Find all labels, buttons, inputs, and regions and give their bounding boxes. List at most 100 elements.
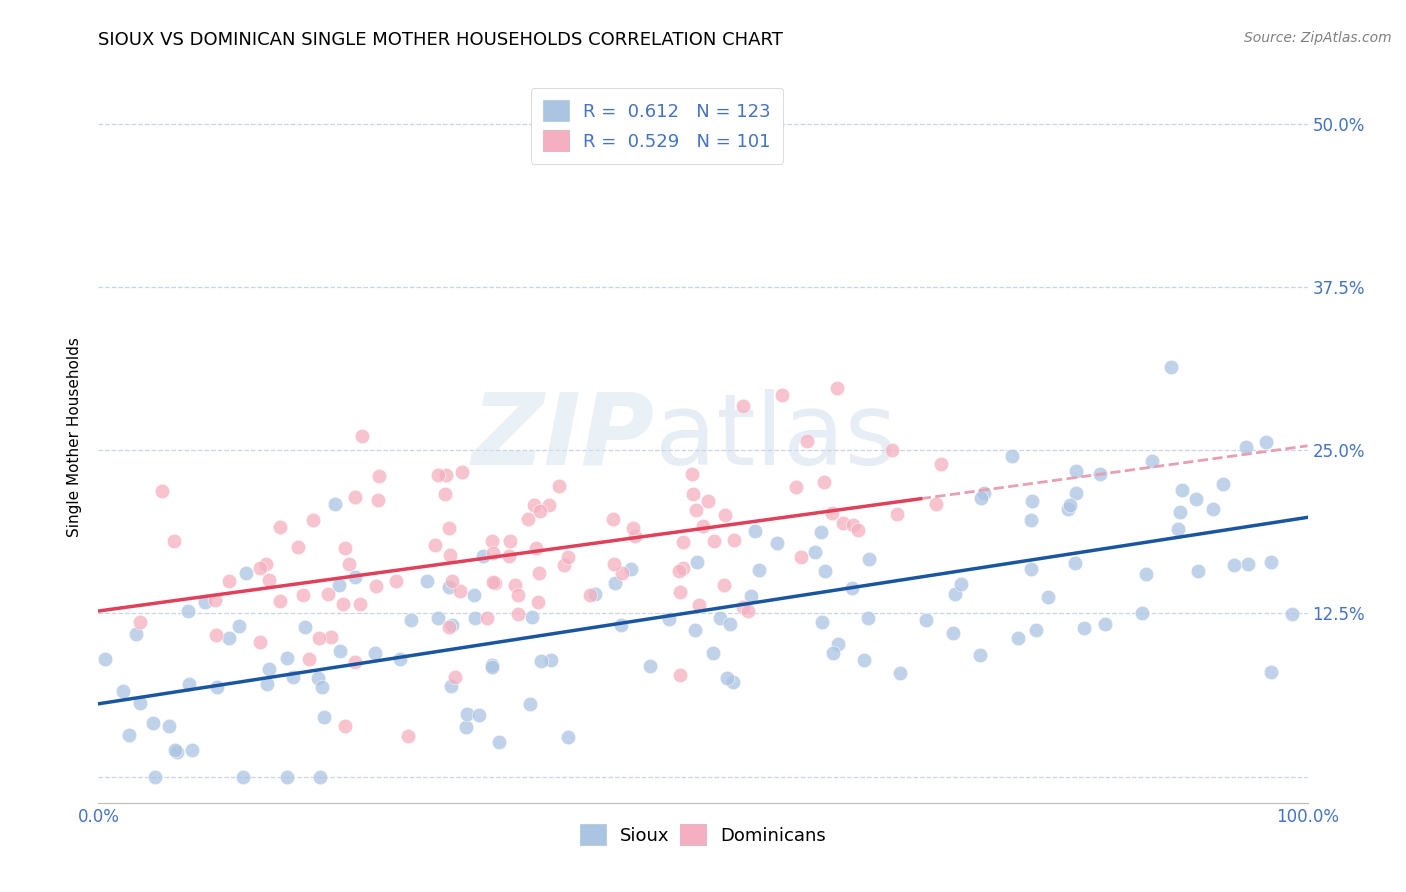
- Point: [766, 536, 789, 550]
- Point: [388, 651, 411, 665]
- Point: [1281, 607, 1303, 622]
- Point: [723, 533, 745, 548]
- Point: [672, 560, 695, 574]
- Point: [364, 646, 387, 660]
- Point: [325, 497, 347, 511]
- Point: [481, 658, 503, 673]
- Point: [703, 533, 725, 548]
- Point: [914, 613, 936, 627]
- Point: [668, 564, 690, 578]
- Point: [456, 707, 478, 722]
- Point: [333, 719, 356, 733]
- Point: [249, 634, 271, 648]
- Point: [165, 743, 187, 757]
- Point: [721, 675, 744, 690]
- Point: [433, 487, 456, 501]
- Point: [337, 557, 360, 571]
- Point: [1140, 453, 1163, 467]
- Point: [692, 518, 714, 533]
- Point: [1025, 623, 1047, 637]
- Text: SIOUX VS DOMINICAN SINGLE MOTHER HOUSEHOLDS CORRELATION CHART: SIOUX VS DOMINICAN SINGLE MOTHER HOUSEHO…: [98, 31, 783, 49]
- Point: [298, 652, 321, 666]
- Point: [194, 595, 217, 609]
- Point: [415, 574, 437, 588]
- Point: [696, 493, 718, 508]
- Point: [1160, 359, 1182, 374]
- Point: [343, 490, 366, 504]
- Point: [1212, 477, 1234, 491]
- Point: [821, 506, 844, 520]
- Point: [308, 631, 330, 645]
- Point: [291, 588, 314, 602]
- Point: [287, 540, 309, 554]
- Point: [276, 651, 298, 665]
- Point: [463, 588, 485, 602]
- Point: [142, 716, 165, 731]
- Point: [427, 467, 450, 482]
- Point: [557, 549, 579, 564]
- Point: [685, 503, 707, 517]
- Point: [307, 671, 329, 685]
- Y-axis label: Single Mother Households: Single Mother Households: [66, 337, 82, 537]
- Point: [364, 579, 387, 593]
- Point: [1185, 492, 1208, 507]
- Point: [810, 525, 832, 540]
- Point: [350, 428, 373, 442]
- Point: [1170, 505, 1192, 519]
- Point: [519, 697, 541, 711]
- Point: [157, 719, 180, 733]
- Point: [1019, 513, 1042, 527]
- Point: [302, 513, 325, 527]
- Point: [605, 576, 627, 591]
- Point: [1223, 558, 1246, 573]
- Point: [349, 597, 371, 611]
- Point: [785, 480, 807, 494]
- Point: [269, 520, 291, 534]
- Point: [218, 631, 240, 645]
- Point: [1094, 616, 1116, 631]
- Text: Source: ZipAtlas.com: Source: ZipAtlas.com: [1244, 31, 1392, 45]
- Point: [814, 565, 837, 579]
- Point: [524, 541, 547, 556]
- Point: [367, 492, 389, 507]
- Point: [482, 546, 505, 560]
- Point: [1167, 522, 1189, 536]
- Point: [276, 770, 298, 784]
- Point: [396, 729, 419, 743]
- Point: [737, 603, 759, 617]
- Point: [924, 497, 946, 511]
- Point: [702, 646, 724, 660]
- Point: [538, 498, 561, 512]
- Point: [94, 652, 117, 666]
- Point: [1064, 464, 1087, 478]
- Point: [602, 512, 624, 526]
- Point: [437, 580, 460, 594]
- Point: [401, 613, 423, 627]
- Point: [523, 498, 546, 512]
- Point: [1187, 564, 1209, 578]
- Point: [1036, 590, 1059, 604]
- Point: [682, 487, 704, 501]
- Point: [620, 562, 643, 576]
- Point: [439, 679, 461, 693]
- Point: [790, 549, 813, 564]
- Point: [886, 507, 908, 521]
- Point: [1073, 620, 1095, 634]
- Point: [1254, 435, 1277, 450]
- Point: [1019, 561, 1042, 575]
- Point: [437, 620, 460, 634]
- Point: [321, 630, 343, 644]
- Point: [335, 541, 357, 555]
- Point: [969, 648, 991, 662]
- Point: [672, 534, 695, 549]
- Point: [686, 555, 709, 569]
- Point: [1234, 440, 1257, 454]
- Point: [858, 552, 880, 566]
- Point: [553, 558, 575, 572]
- Point: [821, 646, 844, 660]
- Point: [1064, 486, 1087, 500]
- Point: [456, 720, 478, 734]
- Point: [311, 680, 333, 694]
- Point: [294, 620, 316, 634]
- Point: [882, 443, 904, 458]
